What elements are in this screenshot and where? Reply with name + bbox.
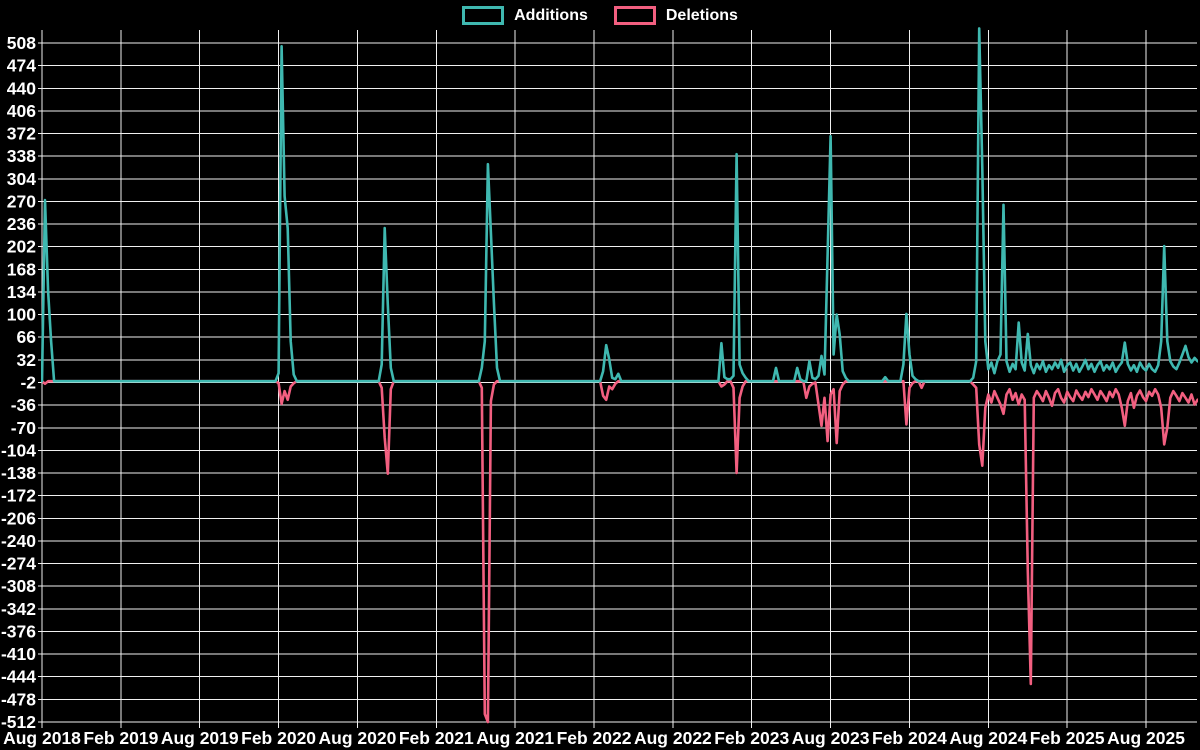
svg-text:-512: -512 bbox=[1, 712, 36, 732]
svg-text:100: 100 bbox=[7, 305, 36, 325]
deletions-swatch-icon bbox=[613, 6, 656, 25]
svg-text:-36: -36 bbox=[11, 395, 37, 415]
svg-text:Aug 2020: Aug 2020 bbox=[319, 728, 397, 748]
svg-text:304: 304 bbox=[7, 169, 36, 189]
svg-text:Feb 2022: Feb 2022 bbox=[557, 728, 632, 748]
svg-text:406: 406 bbox=[7, 101, 36, 121]
svg-text:-2: -2 bbox=[20, 372, 36, 392]
svg-text:-308: -308 bbox=[1, 576, 36, 596]
svg-text:-206: -206 bbox=[1, 508, 36, 528]
svg-text:-342: -342 bbox=[1, 599, 36, 619]
svg-text:Aug 2018: Aug 2018 bbox=[3, 728, 81, 748]
svg-text:Aug 2023: Aug 2023 bbox=[792, 728, 870, 748]
svg-text:236: 236 bbox=[7, 214, 36, 234]
additions-swatch-icon bbox=[462, 6, 505, 25]
svg-text:Feb 2024: Feb 2024 bbox=[872, 728, 947, 748]
svg-text:-70: -70 bbox=[11, 418, 37, 438]
svg-text:Feb 2020: Feb 2020 bbox=[241, 728, 316, 748]
svg-text:Aug 2022: Aug 2022 bbox=[634, 728, 712, 748]
svg-text:270: 270 bbox=[7, 191, 36, 211]
svg-text:32: 32 bbox=[17, 350, 37, 370]
svg-text:Feb 2023: Feb 2023 bbox=[714, 728, 789, 748]
additions-line bbox=[41, 27, 1198, 383]
svg-text:-376: -376 bbox=[1, 621, 36, 641]
svg-text:440: 440 bbox=[7, 78, 36, 98]
svg-text:-138: -138 bbox=[1, 463, 36, 483]
svg-text:168: 168 bbox=[7, 259, 36, 279]
svg-text:134: 134 bbox=[7, 282, 36, 302]
svg-text:Aug 2019: Aug 2019 bbox=[161, 728, 239, 748]
svg-text:Aug 2024: Aug 2024 bbox=[949, 728, 1027, 748]
svg-text:66: 66 bbox=[17, 327, 37, 347]
svg-text:338: 338 bbox=[7, 146, 36, 166]
svg-text:-104: -104 bbox=[1, 440, 36, 460]
svg-text:Feb 2019: Feb 2019 bbox=[83, 728, 158, 748]
svg-text:Feb 2025: Feb 2025 bbox=[1030, 728, 1105, 748]
svg-text:-172: -172 bbox=[1, 486, 36, 506]
svg-text:Aug 2025: Aug 2025 bbox=[1107, 728, 1185, 748]
svg-text:-274: -274 bbox=[1, 554, 36, 574]
legend-item-deletions[interactable]: Deletions bbox=[613, 6, 738, 25]
grid-lines bbox=[38, 30, 1197, 728]
deletions-line bbox=[41, 379, 1198, 724]
legend-item-additions[interactable]: Additions bbox=[462, 6, 588, 25]
svg-text:372: 372 bbox=[7, 124, 36, 144]
svg-text:474: 474 bbox=[7, 56, 36, 76]
x-axis-labels: Aug 2018 Feb 2019 Aug 2019 Feb 2020 Aug 2020… bbox=[3, 728, 1185, 748]
svg-text:-240: -240 bbox=[1, 531, 36, 551]
svg-text:Feb 2021: Feb 2021 bbox=[399, 728, 474, 748]
chart-legend: Additions Deletions bbox=[0, 6, 1200, 25]
svg-text:202: 202 bbox=[7, 237, 36, 257]
svg-text:508: 508 bbox=[7, 33, 36, 53]
legend-deletions-label: Deletions bbox=[665, 6, 738, 24]
svg-text:-478: -478 bbox=[1, 689, 36, 709]
legend-additions-label: Additions bbox=[514, 6, 588, 24]
svg-text:-444: -444 bbox=[1, 667, 36, 687]
svg-text:Aug 2021: Aug 2021 bbox=[476, 728, 554, 748]
svg-text:-410: -410 bbox=[1, 644, 36, 664]
